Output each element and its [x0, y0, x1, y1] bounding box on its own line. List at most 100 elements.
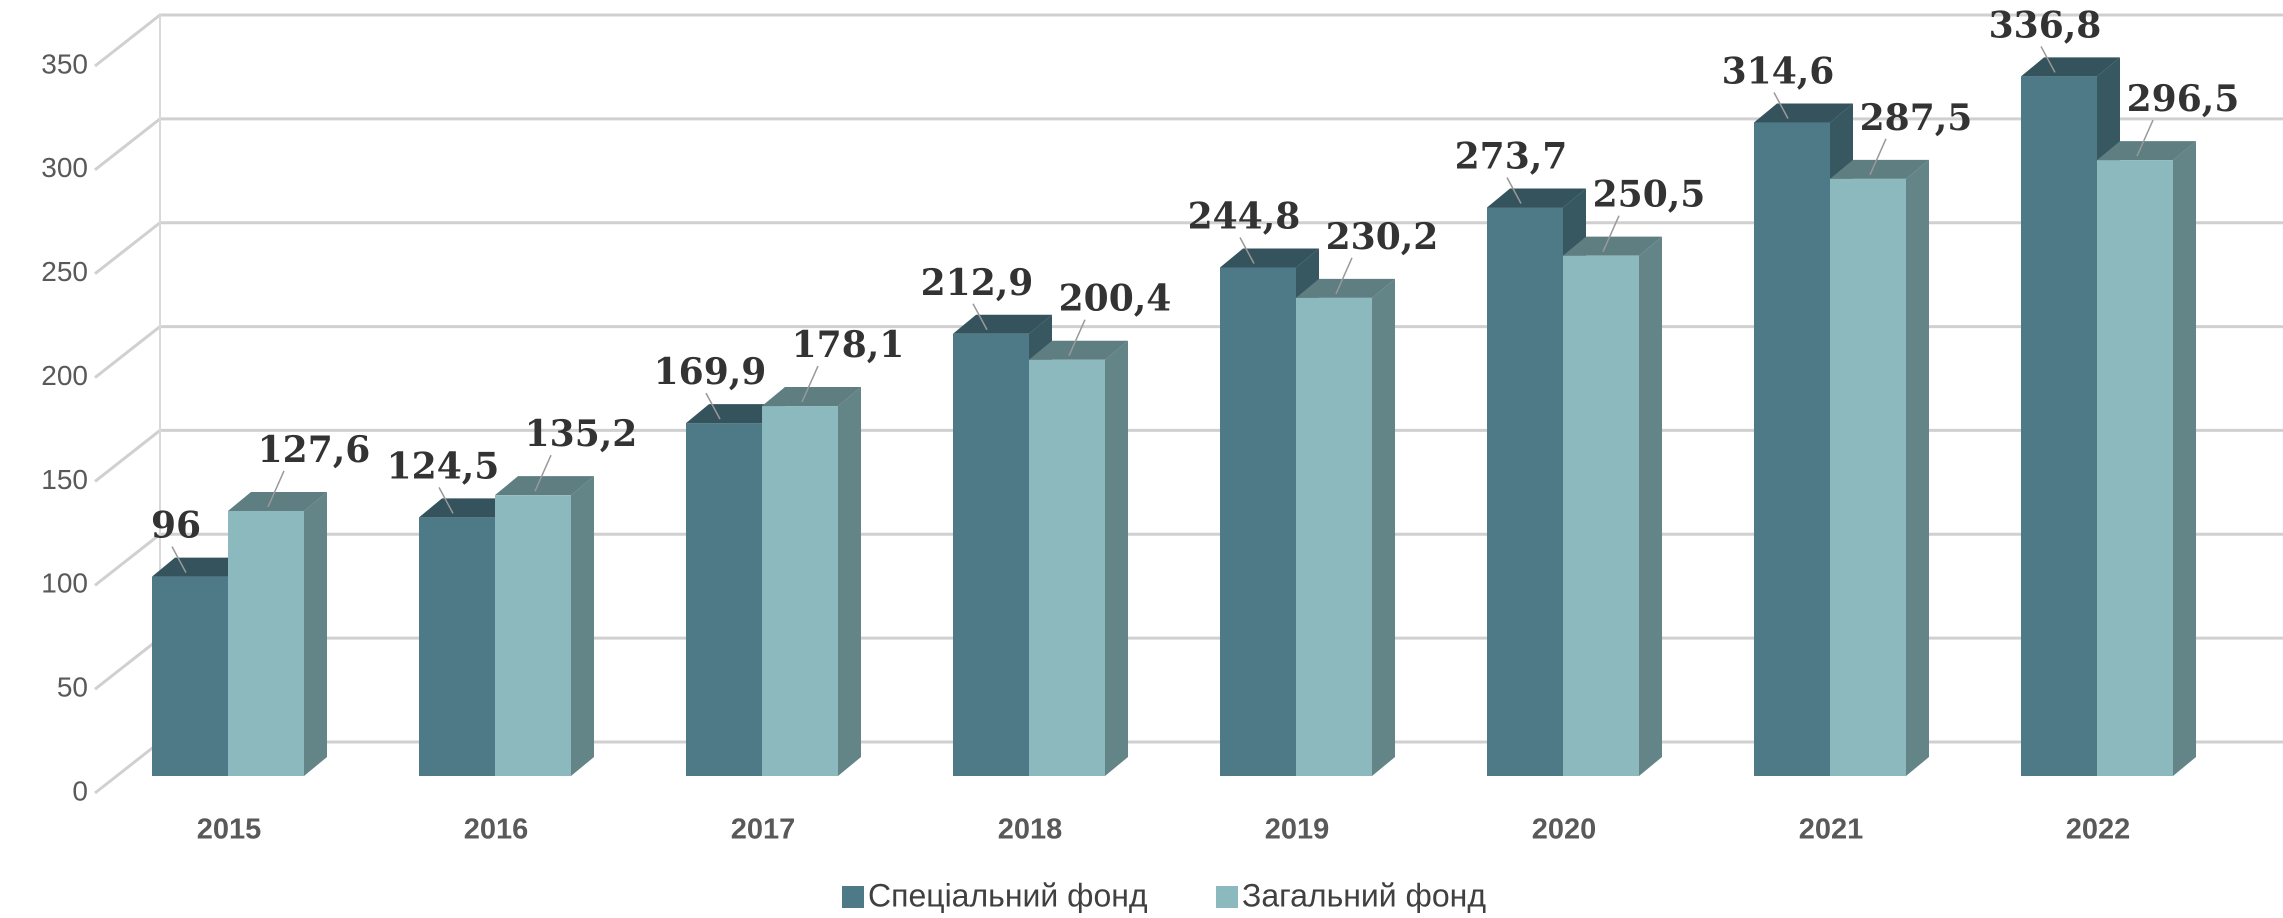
y-tick-label: 0 [72, 775, 88, 806]
y-tick-label: 350 [41, 48, 88, 79]
value-label: 178,1 [792, 324, 905, 366]
bar-side [571, 476, 594, 776]
bar-top [152, 557, 251, 577]
value-label: 127,6 [258, 429, 371, 471]
x-tick-label: 2021 [1799, 814, 1864, 846]
y-tick-label: 200 [41, 360, 88, 391]
bar-front [1830, 178, 1906, 777]
x-tick-label: 2015 [197, 814, 262, 846]
bar-top [1487, 188, 1586, 208]
value-label: 244,8 [1188, 196, 1301, 238]
value-label: 296,5 [2127, 78, 2240, 120]
bar-front [953, 333, 1029, 776]
value-label: 124,5 [387, 445, 500, 487]
bar-top [495, 476, 594, 496]
leader-line [1869, 138, 1887, 176]
bar-front [1754, 122, 1830, 776]
value-label: 169,9 [654, 351, 767, 393]
bar-top [1029, 340, 1128, 360]
leader-line [1602, 215, 1620, 252]
y-tick-label: 250 [41, 256, 88, 287]
grid-line [94, 13, 2283, 68]
value-label: 336,8 [1989, 4, 2102, 46]
legend-swatch [842, 886, 864, 908]
value-label: 287,5 [1860, 97, 1973, 139]
leader-line [2136, 119, 2154, 157]
bar-front [686, 423, 762, 776]
bar-front [2097, 160, 2173, 776]
leader-line [1068, 319, 1086, 357]
leader-line [171, 546, 187, 573]
bar-top [1830, 159, 1929, 179]
bar [1563, 236, 1662, 776]
bar-top [1754, 103, 1853, 123]
bar-top [1296, 278, 1395, 298]
bar-front [1563, 255, 1639, 776]
leader-line [705, 392, 721, 420]
bar-front [1487, 207, 1563, 777]
value-label: 135,2 [525, 413, 638, 455]
grid-line [94, 325, 2283, 379]
leader-line [2040, 46, 2056, 73]
leader-line [1239, 237, 1255, 264]
bar [495, 476, 594, 776]
bar-front [152, 576, 228, 776]
bar [228, 491, 327, 776]
value-label: 96 [151, 505, 201, 547]
bar-front [1029, 359, 1105, 776]
value-label: 250,5 [1593, 174, 1706, 216]
leader-line [1335, 257, 1353, 295]
bar [1029, 340, 1128, 776]
bar-top [2097, 141, 2196, 161]
value-label: 200,4 [1059, 278, 1172, 320]
bar-front [1296, 297, 1372, 776]
y-tick-label: 100 [41, 568, 88, 599]
bar [1830, 159, 1929, 777]
legend-swatch [1216, 886, 1238, 908]
x-tick-label: 2020 [1532, 814, 1597, 846]
bar-front [419, 517, 495, 776]
y-tick-label: 50 [57, 672, 88, 703]
bar-top [228, 491, 327, 511]
leader-line [1773, 92, 1789, 119]
bar-side [1639, 236, 1662, 776]
value-label: 212,9 [921, 262, 1034, 304]
bar-top [686, 404, 785, 424]
value-label: 230,2 [1326, 216, 1439, 258]
bar-front [762, 406, 838, 776]
x-tick-label: 2018 [998, 814, 1063, 846]
leader-line [801, 365, 819, 403]
bar-front [228, 510, 304, 776]
leader-line [438, 487, 454, 514]
x-tick-label: 2019 [1265, 814, 1330, 846]
bar-side [1906, 159, 1929, 777]
bar-top [2021, 57, 2120, 77]
bar-side [1105, 340, 1128, 776]
legend-label: Загальний фонд [1242, 877, 1486, 913]
bar-front [2021, 76, 2097, 777]
legend-label: Спеціальний фонд [868, 877, 1148, 913]
bar-front [1220, 267, 1296, 776]
bar [2097, 141, 2196, 776]
y-tick-label: 150 [41, 464, 88, 495]
value-label: 273,7 [1455, 135, 1568, 177]
bar-side [838, 387, 861, 776]
leader-line [267, 470, 285, 508]
bar-side [304, 491, 327, 776]
x-tick-label: 2016 [464, 814, 529, 846]
bar [686, 404, 785, 776]
bar [1296, 278, 1395, 776]
bar-top [953, 314, 1052, 334]
bar-top [762, 387, 861, 407]
leader-line [1506, 177, 1522, 204]
bar-top [1220, 248, 1319, 268]
leader-line [534, 454, 552, 492]
leader-line [972, 303, 988, 331]
bar-top [1563, 236, 1662, 256]
bar-side [1372, 278, 1395, 776]
bar-side [2173, 141, 2196, 776]
x-tick-label: 2022 [2066, 814, 2131, 846]
y-tick-label: 300 [41, 152, 88, 183]
value-label: 314,6 [1722, 51, 1835, 93]
